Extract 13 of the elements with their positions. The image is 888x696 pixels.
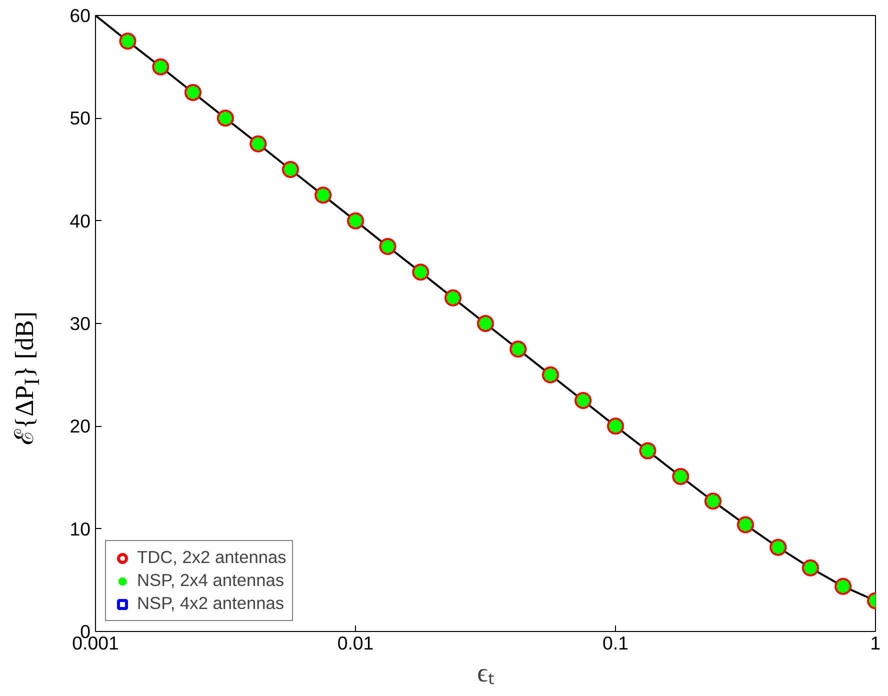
y-tick-label: 20 bbox=[70, 416, 91, 437]
y-tick-label: 30 bbox=[70, 313, 91, 334]
x-axis-title: ϵₜ bbox=[477, 658, 494, 688]
legend-label: TDC, 2x2 antennas bbox=[137, 547, 286, 568]
x-tick-label: 1 bbox=[870, 632, 881, 654]
y-tick-label: 40 bbox=[70, 210, 91, 232]
legend-label: NSP, 4x2 antennas bbox=[137, 593, 284, 614]
legend-label: NSP, 2x4 antennas bbox=[137, 570, 284, 591]
y-tick-label: 60 bbox=[70, 5, 91, 26]
y-tick-label: 50 bbox=[70, 108, 91, 129]
x-tick-label: 0.1 bbox=[602, 632, 628, 654]
y-tick-label: 10 bbox=[70, 518, 91, 540]
x-tick-label: 0.01 bbox=[337, 632, 374, 654]
